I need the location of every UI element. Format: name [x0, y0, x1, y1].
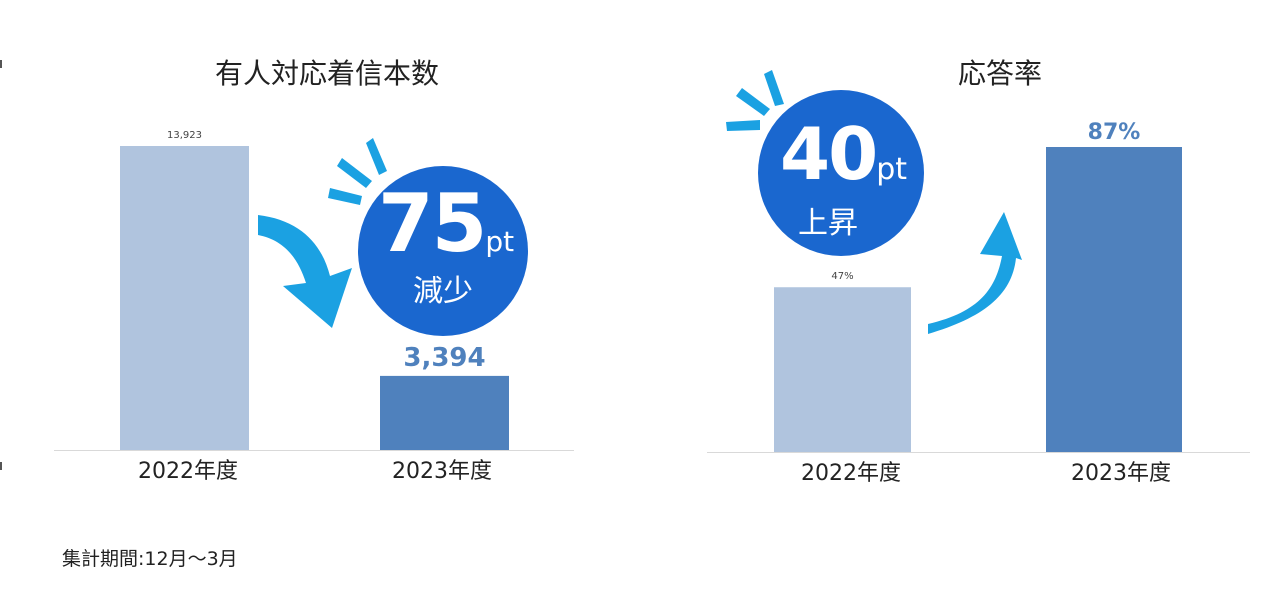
chart-left-panel: 13,923 2022年度 3,394 2023年度 有人対応着信本数 75pt 減少 [0, 0, 600, 520]
increase-badge-text: 上昇 [798, 206, 858, 241]
burst-ray-left-2 [337, 158, 372, 188]
chart-left-category-label-2: 2023年度 [392, 459, 492, 484]
decrease-badge-text: 減少 [413, 274, 473, 309]
decrease-badge-unit: pt [485, 225, 515, 258]
decrease-badge: 75pt 減少 [358, 166, 528, 336]
increase-badge-value: 40 [780, 112, 878, 196]
chart-right-bar-1 [774, 287, 911, 452]
decrease-badge-value: 75 [378, 177, 487, 270]
chart-right-data-label-1: 47% [831, 271, 853, 282]
chart-right-category-label-1: 2022年度 [801, 461, 901, 486]
burst-ray-left-1 [328, 188, 362, 205]
chart-left-bar-1 [120, 146, 249, 450]
burst-ray-right-2 [736, 88, 770, 116]
burst-ray-right-1 [726, 120, 760, 131]
increase-badge: 40pt 上昇 [758, 90, 924, 256]
chart-left-category-label-1: 2022年度 [138, 459, 238, 484]
chart-right-panel: 47% 2022年度 87% 2023年度 応答率 [660, 0, 1280, 520]
chart-right-data-label-2: 87% [1088, 120, 1141, 145]
aggregation-period-note: 集計期間:12月～3月 [62, 548, 238, 570]
burst-ray-right-3 [764, 70, 784, 106]
chart-left-data-label-2: 3,394 [403, 343, 485, 373]
chart-left-title: 有人対応着信本数 [215, 57, 440, 90]
increase-badge-unit: pt [876, 152, 908, 187]
left-edge-tick-bottom [0, 462, 2, 470]
arrow-up-icon [928, 212, 1022, 334]
chart-left-svg: 13,923 2022年度 3,394 2023年度 [54, 130, 574, 484]
chart-left-data-label-1: 13,923 [167, 130, 202, 141]
chart-left-bar-2 [380, 375, 509, 450]
left-edge-tick-top [0, 60, 2, 68]
chart-right-svg: 47% 2022年度 87% 2023年度 [707, 70, 1250, 486]
burst-ray-left-3 [366, 138, 387, 175]
chart-right-bar-2 [1046, 147, 1182, 452]
chart-right-category-label-2: 2023年度 [1071, 461, 1171, 486]
chart-right-title: 応答率 [958, 57, 1043, 90]
arrow-down-icon [258, 215, 352, 328]
